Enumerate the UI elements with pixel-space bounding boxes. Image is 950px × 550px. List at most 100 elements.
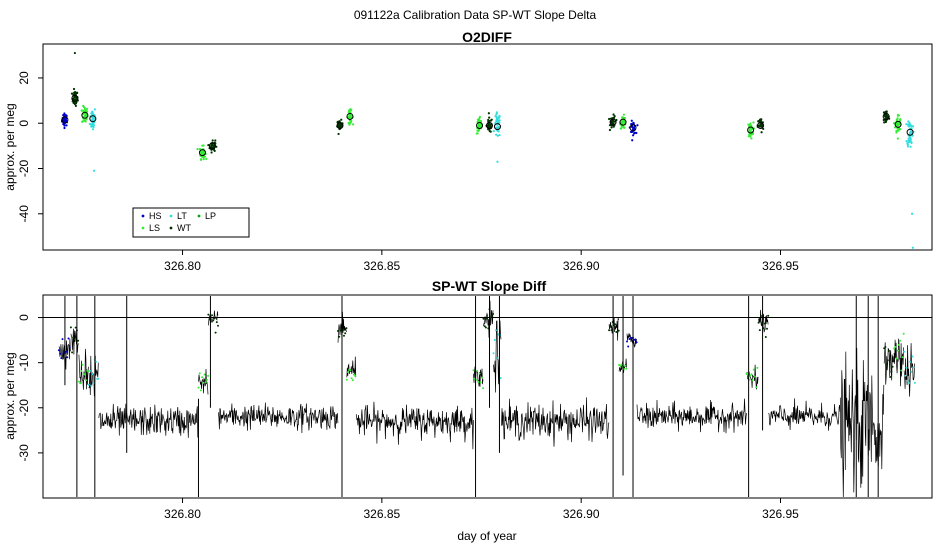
- data-point-ls: [80, 109, 83, 112]
- calibration-point-ls: [202, 381, 205, 384]
- panel-2-y-tick-label: -30: [17, 444, 31, 462]
- data-point-lt: [909, 136, 912, 139]
- calibration-point-hs: [627, 345, 630, 348]
- calibration-point-ls: [901, 356, 904, 359]
- calibration-point-lt: [492, 352, 495, 355]
- calibration-point-wt: [214, 331, 217, 334]
- calibration-point-ls: [349, 369, 352, 372]
- data-point-lt: [497, 116, 500, 119]
- baseline-trace: [501, 397, 610, 447]
- calibration-point-wt: [338, 335, 341, 338]
- data-point-ls: [749, 135, 752, 138]
- calibration-trace: [88, 355, 99, 397]
- legend-label-lp: LP: [205, 211, 216, 221]
- data-point-ls: [84, 119, 87, 122]
- calibration-point-ls: [353, 373, 355, 376]
- data-point-hs: [65, 124, 68, 127]
- data-point-ls: [622, 126, 625, 129]
- calibration-point-ls: [478, 372, 481, 375]
- cluster-mean-marker: [619, 118, 627, 126]
- cluster-mean-marker: [609, 118, 617, 126]
- legend-marker-lp: [197, 214, 201, 218]
- data-point-wt: [73, 101, 76, 105]
- calibration-point-lt: [91, 373, 94, 376]
- panel-1-x-tick-label: 326.95: [762, 259, 799, 273]
- calibration-point-lt: [499, 377, 502, 380]
- panel-2-x-tick-label: 326.90: [563, 507, 600, 521]
- data-point-ls: [478, 124, 481, 127]
- panel-2-y-tick-label: -20: [17, 399, 31, 417]
- data-point-lt: [909, 145, 912, 148]
- calibration-point-wt: [886, 359, 889, 362]
- cluster-mean-marker: [629, 124, 637, 132]
- calibration-point-ls: [351, 379, 354, 382]
- calibration-point-ls: [472, 369, 475, 372]
- data-point-wt: [487, 112, 490, 115]
- calibration-point-wt: [213, 317, 216, 320]
- calibration-point-ls: [625, 367, 628, 370]
- calibration-point-wt: [339, 329, 342, 332]
- calibration-point-wt: [215, 321, 218, 324]
- data-point-ls: [347, 121, 350, 125]
- legend-label-hs: HS: [149, 211, 162, 221]
- data-point-lt: [907, 125, 910, 128]
- panel-2-frame: [42, 294, 933, 499]
- data-point-lt: [495, 115, 498, 119]
- data-point-wt: [210, 151, 213, 154]
- data-point-ls: [196, 147, 199, 151]
- data-point-wt: [488, 126, 491, 129]
- calibration-point-wt: [766, 327, 768, 330]
- data-point-lt: [909, 139, 912, 142]
- calibration-point-wt: [608, 329, 611, 332]
- data-point-ls: [205, 157, 208, 160]
- data-point-ls: [897, 121, 900, 124]
- legend-marker-lt: [169, 214, 173, 218]
- panel-1-y-tick-label: 0: [17, 120, 31, 127]
- data-point-lt: [910, 141, 913, 144]
- panel-1-frame: [42, 43, 933, 251]
- calibration-point-ls: [350, 377, 353, 380]
- data-point-ls: [750, 127, 753, 130]
- calibration-point-wt: [482, 317, 485, 320]
- data-point-lt: [910, 127, 913, 130]
- data-point-hs: [630, 130, 634, 134]
- calibration-point-wt: [490, 314, 493, 317]
- cluster-mean-marker: [485, 121, 493, 129]
- legend-label-wt: WT: [177, 223, 191, 233]
- calibration-point-ls: [755, 386, 758, 389]
- data-point-ls: [895, 131, 898, 134]
- data-point-ls: [620, 127, 623, 130]
- calibration-point-wt: [207, 313, 210, 316]
- calibration-point-wt: [757, 321, 760, 324]
- calibration-point-lt: [95, 360, 97, 363]
- calibration-point-wt: [885, 363, 888, 366]
- baseline-trace: [636, 398, 747, 434]
- data-point-ls: [199, 158, 203, 161]
- data-point-wt: [488, 116, 491, 119]
- calibration-point-ls: [477, 380, 480, 383]
- data-point-ls: [201, 144, 204, 147]
- data-point-lt: [498, 133, 501, 137]
- calibration-point-ls: [893, 347, 896, 350]
- data-point-wt: [214, 139, 217, 142]
- baseline-trace: [355, 401, 474, 450]
- calibration-point-wt: [211, 314, 213, 317]
- panel-2-y-tick-label: 0: [17, 314, 31, 321]
- data-point-hs: [630, 119, 633, 122]
- data-point-wt: [73, 91, 76, 94]
- calibration-point-lt: [496, 357, 499, 359]
- data-point-wt: [72, 87, 76, 91]
- data-point-wt: [882, 118, 885, 122]
- data-point-ls: [621, 122, 624, 125]
- data-point-lt: [93, 108, 96, 111]
- data-point-ls: [82, 104, 85, 107]
- data-point-ls: [475, 132, 478, 135]
- data-point-lt: [88, 122, 91, 126]
- cluster-mean-marker: [198, 149, 206, 157]
- legend-marker-ls: [141, 226, 145, 230]
- data-point-ls: [895, 129, 898, 133]
- calibration-point-ls: [205, 378, 208, 381]
- data-point-hs: [632, 128, 635, 131]
- calibration-point-wt: [614, 323, 617, 326]
